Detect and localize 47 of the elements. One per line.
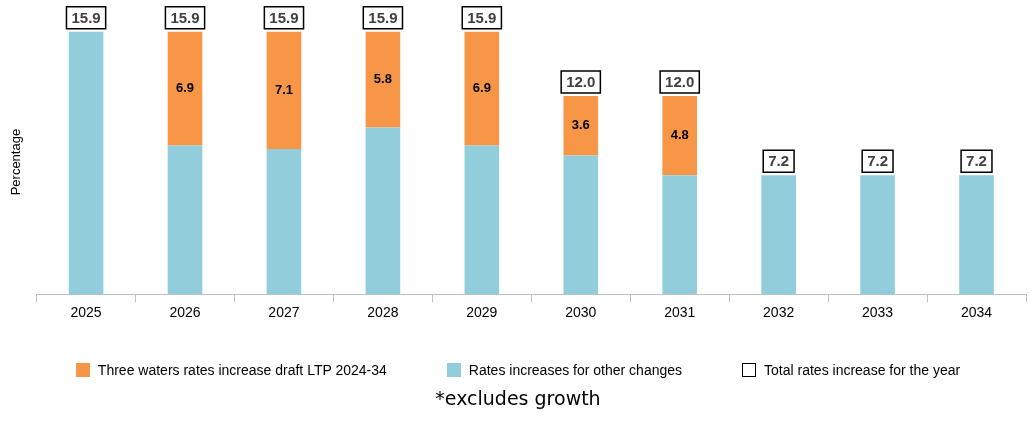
x-tick-label: 2027 (268, 304, 300, 321)
data-label: 5.8 (373, 71, 392, 87)
text: *excludes growth (434, 387, 602, 409)
bar (365, 31, 401, 128)
x-tick-label: 2030 (565, 304, 597, 321)
legend-label: Three waters rates increase draft LTP 2024-34 (97, 362, 387, 378)
total-label: 7.2 (966, 152, 987, 170)
x-tick-label: 2034 (960, 304, 993, 321)
bar (761, 175, 796, 295)
total-label: 12.0 (665, 73, 695, 91)
total-label: 15.9 (467, 8, 497, 26)
bar (860, 175, 895, 295)
data-label: 3.6 (571, 117, 590, 133)
total-label: 7.2 (867, 152, 889, 170)
total-label: 15.9 (368, 8, 398, 26)
bar (464, 31, 500, 146)
bar (266, 148, 302, 295)
x-tick-label: 2032 (763, 304, 795, 321)
bar (266, 31, 302, 149)
x-tick-label: 2029 (466, 304, 498, 321)
total-label: 15.9 (71, 8, 101, 26)
bar (563, 155, 599, 295)
x-tick-label: 2026 (169, 304, 201, 321)
bar (959, 175, 994, 295)
bar (662, 175, 698, 295)
x-tick-label: 2028 (367, 304, 399, 321)
x-tick-label: 2031 (664, 304, 696, 321)
bar (365, 127, 401, 295)
x-tick-label: 2025 (70, 304, 102, 321)
total-label: 15.9 (269, 8, 299, 26)
bar (68, 31, 104, 295)
data-label: 6.9 (175, 80, 195, 96)
bar (464, 145, 500, 295)
legend-label: Rates increases for other changes (468, 362, 683, 378)
y-axis-title: Percentage (8, 128, 24, 196)
bar (167, 31, 203, 146)
bar (167, 145, 203, 295)
bar (662, 96, 698, 176)
text: Total rates increase for the year (764, 362, 961, 378)
bar (563, 96, 599, 156)
data-label: 6.9 (472, 80, 491, 96)
total-label: 15.9 (170, 8, 200, 26)
data-label: 7.1 (274, 81, 293, 97)
x-tick-label: 2033 (862, 304, 894, 321)
data-label: 4.8 (670, 127, 689, 143)
total-label: 7.2 (768, 152, 790, 170)
total-label: 12.0 (566, 73, 596, 91)
